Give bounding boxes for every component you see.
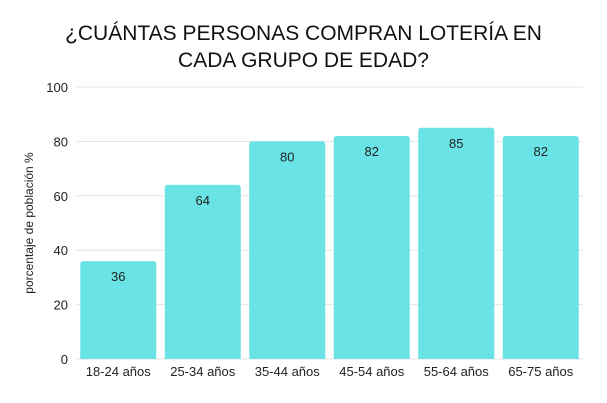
x-tick-label: 25-34 años <box>170 364 236 379</box>
y-tick-label: 80 <box>54 134 68 149</box>
gridlines <box>76 86 583 360</box>
x-tick-label: 35-44 años <box>255 364 321 379</box>
y-axis-title: porcentaje de población % <box>22 152 36 294</box>
y-tick-label: 0 <box>61 352 68 367</box>
x-tick-label: 65-75 años <box>508 364 574 379</box>
y-tick-label: 20 <box>54 298 68 313</box>
bars <box>80 127 579 359</box>
bar <box>502 135 579 359</box>
y-tick-label: 60 <box>54 189 68 204</box>
x-tick-label: 45-54 años <box>339 364 405 379</box>
chart-title: ¿CUÁNTAS PERSONAS COMPRAN LOTERÍA EN CAD… <box>65 22 542 72</box>
x-tick-label: 18-24 años <box>86 364 152 379</box>
bar-value-label: 36 <box>111 269 125 284</box>
axes: 0 20 40 60 80 100 18-24 años 25-34 años 35-44 añ… <box>22 80 574 379</box>
bar <box>164 184 241 359</box>
bar-value-label: 64 <box>196 193 210 208</box>
bar-value-label: 85 <box>449 136 463 151</box>
bar-value-label: 82 <box>365 144 379 159</box>
bar <box>80 261 157 359</box>
bar-value-label: 82 <box>534 144 548 159</box>
bar <box>418 127 495 359</box>
bar <box>249 141 326 359</box>
y-tick-label: 100 <box>46 80 68 95</box>
data-labels: 36 64 80 82 85 82 <box>111 136 548 284</box>
x-tick-label: 55-64 años <box>424 364 490 379</box>
bar-value-label: 80 <box>280 149 294 164</box>
y-tick-label: 40 <box>54 243 68 258</box>
bar <box>333 135 410 359</box>
